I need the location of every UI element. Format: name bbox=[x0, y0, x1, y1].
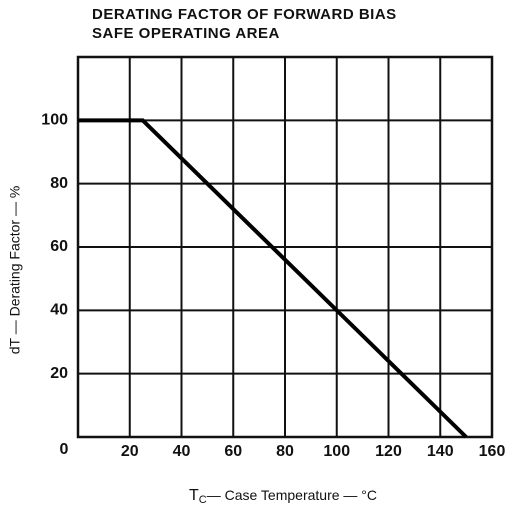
x-label-rest: — Case Temperature — °C bbox=[207, 487, 377, 503]
chart-title: SAFE OPERATING AREA bbox=[92, 25, 280, 42]
x-tick-label: 140 bbox=[427, 443, 454, 460]
y-axis-label: dT — Derating Factor — % bbox=[7, 186, 23, 355]
data-line bbox=[78, 118, 468, 439]
y-tick-label: 80 bbox=[50, 175, 68, 192]
x-axis-label: TC— Case Temperature — °C bbox=[189, 487, 377, 506]
y-tick-label: 60 bbox=[50, 238, 68, 255]
x-tick-label: 80 bbox=[276, 443, 294, 460]
chart-title: DERATING FACTOR OF FORWARD BIAS bbox=[92, 6, 397, 23]
y-tick-label: 20 bbox=[50, 365, 68, 382]
y-tick-label: 100 bbox=[41, 112, 68, 129]
x-tick-label: 60 bbox=[224, 443, 242, 460]
x-tick-label: 40 bbox=[173, 443, 191, 460]
x-tick-label: 160 bbox=[479, 443, 506, 460]
y-tick-label: 40 bbox=[50, 302, 68, 319]
x-tick-label: 100 bbox=[323, 443, 350, 460]
x-tick-label: 120 bbox=[375, 443, 402, 460]
x-label-main: T bbox=[189, 487, 199, 504]
x-label-sub: C bbox=[199, 494, 207, 506]
y-tick-label: 0 bbox=[60, 441, 69, 458]
x-tick-label: 20 bbox=[121, 443, 139, 460]
